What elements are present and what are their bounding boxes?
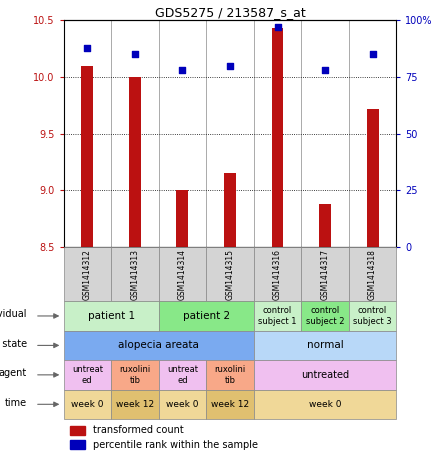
Text: disease state: disease state: [0, 339, 27, 349]
Text: untreat
ed: untreat ed: [72, 365, 103, 385]
Text: week 12: week 12: [116, 400, 154, 409]
Text: control
subject 2: control subject 2: [306, 306, 344, 326]
Text: GSM1414315: GSM1414315: [226, 249, 234, 299]
Bar: [64, 247, 111, 301]
Point: [321, 67, 328, 74]
Text: GSM1414314: GSM1414314: [178, 249, 187, 299]
Title: GDS5275 / 213587_s_at: GDS5275 / 213587_s_at: [155, 6, 305, 19]
Text: week 0: week 0: [166, 400, 199, 409]
Text: agent: agent: [0, 368, 27, 378]
Bar: [254, 301, 301, 331]
Bar: [254, 390, 396, 419]
Bar: [64, 331, 254, 360]
Bar: [129, 77, 141, 247]
Text: normal: normal: [307, 340, 343, 351]
Text: GSM1414317: GSM1414317: [321, 249, 329, 299]
Bar: [206, 360, 254, 390]
Point: [84, 44, 91, 51]
Bar: [111, 360, 159, 390]
Bar: [70, 440, 85, 449]
Bar: [254, 331, 396, 360]
Bar: [159, 301, 254, 331]
Bar: [159, 390, 206, 419]
Bar: [301, 301, 349, 331]
Bar: [177, 190, 188, 247]
Bar: [111, 247, 159, 301]
Text: ruxolini
tib: ruxolini tib: [119, 365, 151, 385]
Bar: [159, 360, 206, 390]
Text: time: time: [4, 398, 27, 408]
Bar: [349, 247, 396, 301]
Bar: [64, 360, 111, 390]
Text: transformed count: transformed count: [93, 425, 184, 435]
Bar: [319, 204, 331, 247]
Bar: [64, 390, 111, 419]
Text: control
subject 3: control subject 3: [353, 306, 392, 326]
Text: alopecia areata: alopecia areata: [118, 340, 199, 351]
Point: [131, 51, 138, 58]
Point: [226, 62, 233, 69]
Text: GSM1414312: GSM1414312: [83, 249, 92, 299]
Text: ruxolini
tib: ruxolini tib: [214, 365, 246, 385]
Bar: [159, 247, 206, 301]
Point: [179, 67, 186, 74]
Bar: [301, 247, 349, 301]
Text: patient 1: patient 1: [88, 311, 134, 321]
Bar: [70, 426, 85, 434]
Text: individual: individual: [0, 309, 27, 319]
Point: [369, 51, 376, 58]
Text: GSM1414318: GSM1414318: [368, 249, 377, 299]
Text: week 12: week 12: [211, 400, 249, 409]
Bar: [111, 390, 159, 419]
Text: untreated: untreated: [301, 370, 349, 380]
Bar: [367, 109, 378, 247]
Bar: [272, 28, 283, 247]
Text: GSM1414316: GSM1414316: [273, 249, 282, 299]
Text: GSM1414313: GSM1414313: [131, 249, 139, 299]
Bar: [81, 66, 93, 247]
Bar: [254, 360, 396, 390]
Bar: [206, 247, 254, 301]
Text: week 0: week 0: [71, 400, 103, 409]
Text: week 0: week 0: [309, 400, 341, 409]
Bar: [206, 390, 254, 419]
Point: [274, 24, 281, 31]
Bar: [254, 247, 301, 301]
Bar: [349, 301, 396, 331]
Text: control
subject 1: control subject 1: [258, 306, 297, 326]
Text: percentile rank within the sample: percentile rank within the sample: [93, 440, 258, 450]
Text: untreat
ed: untreat ed: [167, 365, 198, 385]
Bar: [224, 173, 236, 247]
Text: patient 2: patient 2: [183, 311, 230, 321]
Bar: [64, 301, 159, 331]
